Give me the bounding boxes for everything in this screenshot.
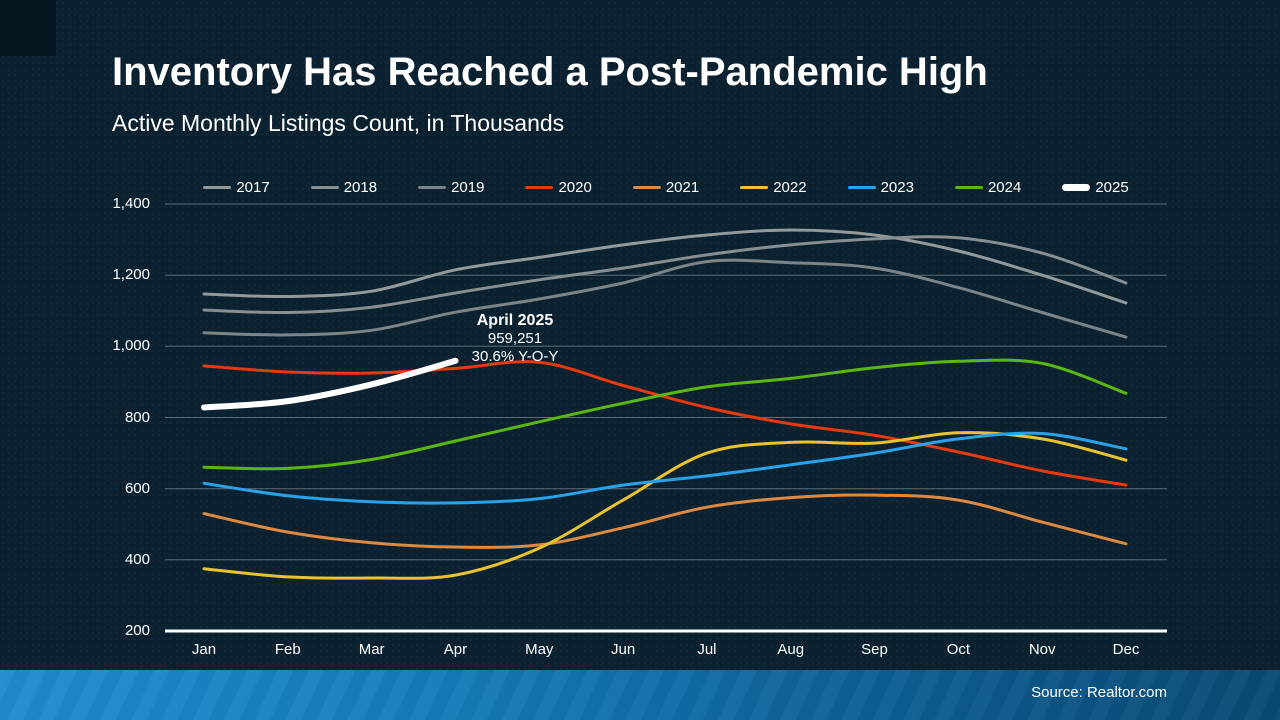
legend-swatch-2022 (740, 185, 769, 189)
series-line-2017 (202, 228, 1128, 305)
legend-item-2022: 2022 (740, 178, 807, 196)
legend-label-2025: 2025 (1095, 178, 1129, 196)
legend-swatch-2020 (525, 185, 554, 189)
x-axis-label: Jan (191, 641, 217, 658)
series-line-2020 (202, 360, 1128, 487)
legend-swatch-2025 (1062, 183, 1091, 191)
x-axis-label: Oct (946, 641, 971, 658)
legend-label-2019: 2019 (451, 178, 485, 196)
footer-bar (0, 670, 1280, 720)
legend-item-2021: 2021 (632, 178, 700, 196)
y-axis-label: 800 (124, 408, 150, 426)
legend-swatch-2021 (632, 185, 661, 189)
legend-item-2023: 2023 (847, 178, 914, 196)
annotation-april-2025: April 2025 959,251 30.6% Y-O-Y (433, 312, 597, 366)
x-axis-label: Apr (443, 641, 468, 658)
x-axis-label: Feb (274, 641, 301, 658)
series-line-2021 (202, 493, 1128, 549)
series-line-2018 (202, 235, 1128, 315)
source-text: Source: Realtor.com (1031, 684, 1167, 701)
x-axis-label: Aug (777, 641, 805, 658)
legend-item-2024: 2024 (954, 178, 1022, 196)
series-line-2019 (202, 258, 1128, 339)
legend-item-2019: 2019 (418, 180, 484, 195)
x-axis-label: May (525, 641, 554, 658)
y-axis-label: 200 (124, 622, 150, 639)
legend-label-2023: 2023 (880, 178, 914, 196)
series-line-2023 (202, 431, 1128, 505)
legend-swatch-2018 (310, 185, 339, 189)
series-line-2024 (202, 358, 1128, 471)
legend-item-2020: 2020 (525, 178, 592, 196)
legend-item-2017: 2017 (203, 178, 270, 196)
y-axis-label: 1,400 (112, 195, 150, 212)
annotation-title: April 2025 (476, 312, 554, 329)
slide-title: Inventory Has Reached a Post-Pandemic Hi… (112, 50, 988, 94)
legend-swatch-2017 (203, 185, 232, 189)
legend-item-2018: 2018 (310, 178, 378, 196)
x-axis-label: Nov (1028, 641, 1056, 658)
series-line-2022 (202, 431, 1128, 580)
legend-label-2018: 2018 (343, 178, 378, 196)
legend-label-2020: 2020 (558, 178, 592, 196)
annotation-yoy: 30.6% Y-O-Y (471, 348, 559, 365)
legend-swatch-2019 (418, 185, 447, 189)
slide-subtitle: Active Monthly Listings Count, in Thousa… (112, 110, 565, 136)
y-axis-label: 400 (124, 550, 150, 568)
x-axis-label: Dec (1112, 641, 1140, 658)
x-axis-label: Jun (610, 641, 636, 658)
y-axis-label: 1,200 (112, 266, 150, 284)
x-axis-label: Mar (358, 641, 385, 658)
legend-label-2021: 2021 (665, 178, 700, 196)
legend-label-2017: 2017 (236, 178, 270, 196)
legend-item-2025: 2025 (1062, 178, 1129, 196)
legend-label-2022: 2022 (773, 178, 807, 196)
y-axis-label: 600 (124, 479, 150, 497)
series-line-2025 (201, 357, 459, 411)
x-axis-label: Jul (697, 641, 717, 658)
y-axis-label: 1,000 (112, 337, 150, 355)
legend-swatch-2024 (954, 185, 983, 189)
legend-swatch-2023 (847, 185, 876, 189)
annotation-value: 959,251 (487, 330, 543, 347)
corner-accent (0, 0, 56, 56)
x-axis-label: Sep (861, 641, 888, 658)
chart-legend: 2017 2018 2019 2020 2021 2022 2023 2024 2025 (165, 176, 1167, 198)
legend-label-2024: 2024 (987, 178, 1022, 196)
